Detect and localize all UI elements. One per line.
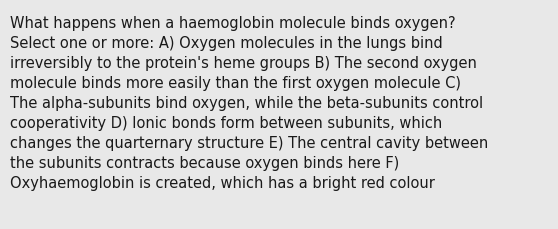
Text: What happens when a haemoglobin molecule binds oxygen?
Select one or more: A) Ox: What happens when a haemoglobin molecule…	[10, 16, 488, 191]
